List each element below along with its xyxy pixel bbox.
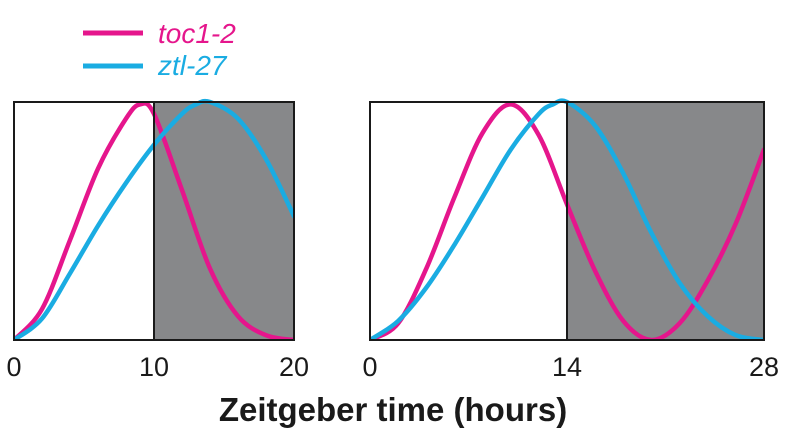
- x-tick-label: 28: [749, 352, 779, 382]
- legend-label-toc1-2: toc1-2: [158, 18, 236, 49]
- legend-label-ztl-27: ztl-27: [157, 50, 228, 81]
- x-tick-label: 0: [362, 352, 377, 382]
- x-tick-label: 10: [139, 352, 169, 382]
- x-tick-label: 0: [6, 352, 21, 382]
- x-axis-label: Zeitgeber time (hours): [219, 391, 567, 428]
- x-tick-label: 20: [279, 352, 309, 382]
- series-line-toc1-2: [14, 101, 294, 340]
- dark-period-shading: [154, 102, 294, 340]
- series-line-ztl-27: [370, 98, 764, 340]
- series-line-ztl-27: [14, 98, 294, 340]
- x-tick-label: 14: [552, 352, 582, 382]
- panels: 0 10 20 0 14 28: [6, 98, 779, 382]
- plot-frame: [13, 101, 295, 341]
- plot-frame: [369, 101, 765, 341]
- panel-2: 0 14 28: [362, 98, 779, 382]
- legend: toc1-2 ztl-27: [83, 18, 236, 81]
- panel-1: 0 10 20: [6, 98, 309, 382]
- dark-period-shading: [567, 102, 764, 340]
